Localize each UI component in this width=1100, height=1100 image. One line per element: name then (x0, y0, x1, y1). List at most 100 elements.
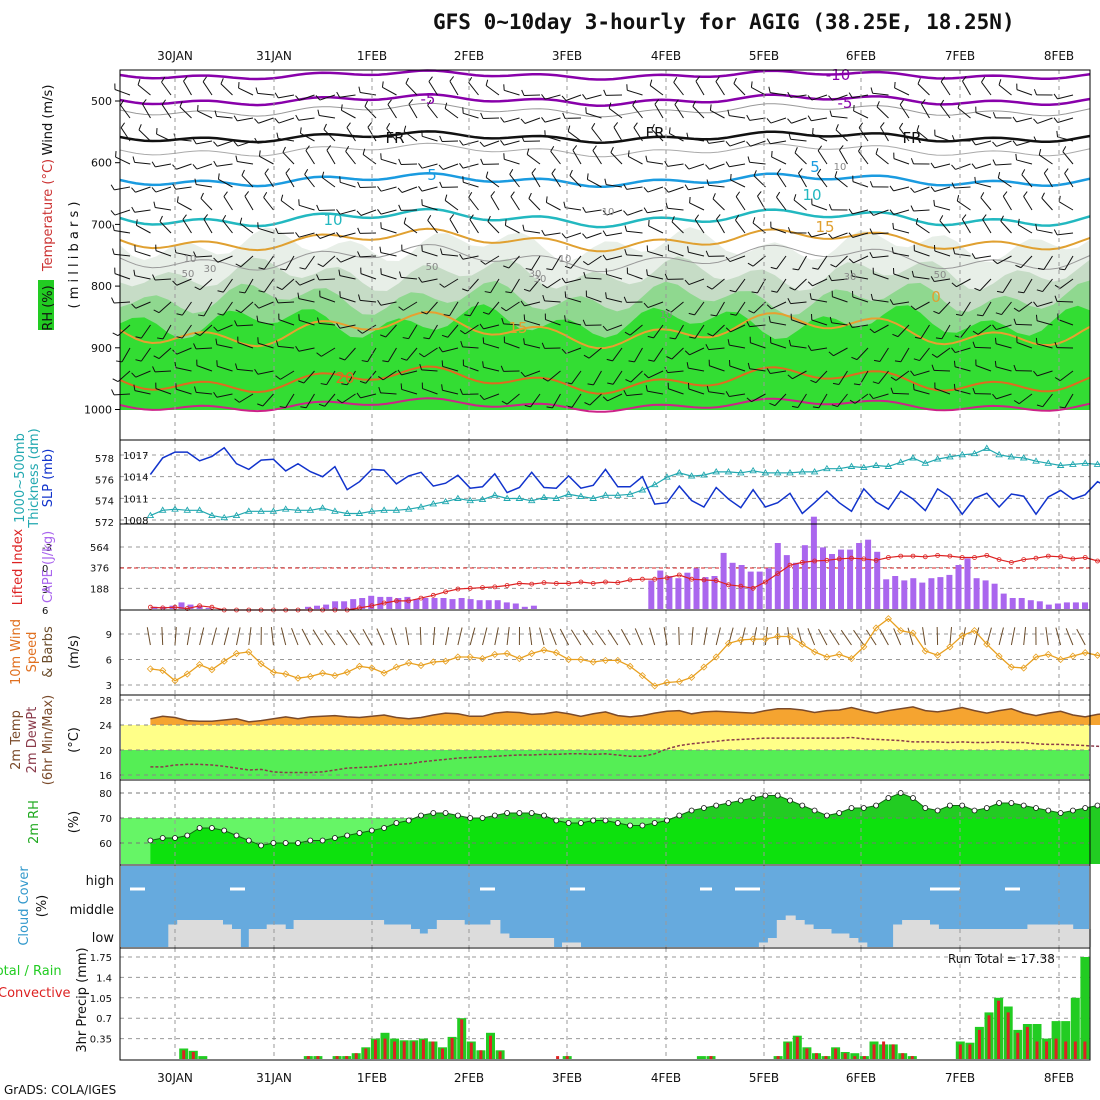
surface-wind-barb (961, 627, 966, 646)
wind-barb-flag (771, 290, 778, 293)
wind-barb-flag (746, 141, 751, 147)
thickness-marker (441, 497, 450, 505)
thickness-marker (995, 450, 1003, 458)
wind-barb-flag (684, 184, 689, 191)
wind-barb-flag (962, 76, 967, 82)
wind-barb (545, 319, 561, 326)
cape-bar (982, 580, 989, 609)
wind-barb (735, 219, 746, 234)
lifted-index-marker (393, 598, 399, 604)
wind-barb (422, 135, 438, 142)
cloud-low-bar (973, 929, 984, 947)
wind-barb (140, 324, 151, 339)
wind-barb-flag (892, 333, 899, 338)
wind-barb (339, 324, 356, 329)
rh-shading (120, 227, 1090, 410)
wind-barb-flag (133, 384, 136, 391)
lifted-index-marker (627, 577, 633, 583)
wind-barb (239, 393, 254, 403)
wind-barb-flag (769, 402, 776, 407)
rh-marker (356, 830, 363, 836)
wind-barb (716, 218, 725, 234)
wind-barb-flag (610, 146, 614, 153)
wind-barb (900, 347, 910, 363)
wind-barb-flag (853, 383, 860, 386)
thickness-line (150, 447, 1100, 519)
cape-bar (1027, 600, 1034, 609)
wind-barb (818, 393, 828, 409)
wind-barb (217, 140, 233, 147)
lifted-index-marker (824, 557, 830, 563)
wind-barb (551, 173, 561, 188)
wind-barb (340, 255, 356, 263)
wind-barb (381, 273, 397, 280)
wind-barb-flag (551, 168, 556, 174)
precip-convective-bar (565, 1056, 569, 1059)
thickness-marker (392, 506, 401, 513)
wind-barb (120, 127, 131, 142)
contour-minus5 (119, 93, 1091, 107)
wind-barb-flag (624, 331, 631, 336)
wind-barb (403, 223, 418, 234)
wind-barb-flag (193, 251, 197, 258)
wind-barb-flag (152, 366, 156, 373)
wind-barb-flag (807, 95, 813, 101)
wind-barb (203, 218, 213, 234)
lifted-index-marker (1045, 553, 1051, 559)
wind-barb (858, 150, 869, 165)
wind-barb (504, 342, 520, 349)
wind-barb (708, 140, 725, 144)
wind-barb (345, 151, 356, 165)
rh-marker (860, 805, 867, 811)
wind-barb-flag (735, 191, 741, 197)
rh-marker (196, 825, 203, 831)
date-label-bottom-1feb: 1FEB (357, 1071, 387, 1085)
wind-barb (981, 81, 992, 96)
wind-barb (421, 278, 438, 283)
wind-barb-flag (316, 274, 320, 281)
wind-barb-flag (921, 99, 926, 105)
wind-barb (770, 321, 787, 326)
wind-barb (1057, 319, 1074, 326)
surface-wind-barb (301, 628, 311, 646)
wind-barb-flag (770, 266, 777, 270)
contour-label: -10 (826, 66, 851, 84)
wind-barb-flag (933, 310, 940, 315)
rh-marker (1082, 805, 1089, 811)
wind-barb (790, 94, 807, 98)
wind-barb (715, 81, 725, 96)
wind-barb-flag (807, 345, 812, 351)
wind-speed-marker (614, 656, 622, 664)
rh-marker (184, 832, 191, 839)
wind-barb (463, 112, 479, 119)
wind-barb-flag (112, 332, 119, 337)
wind-barb-flag (1036, 404, 1043, 408)
wind-barb (587, 255, 602, 266)
cape-bar (485, 600, 492, 609)
wind-barb-flag (729, 289, 736, 293)
wind-barb (626, 393, 643, 397)
wind-barb-flag (747, 156, 751, 163)
wind-barb-flag (179, 101, 183, 108)
wind-barb (401, 276, 418, 280)
pressure-tick-label: 700 (91, 218, 112, 231)
wind-barb-flag (794, 147, 798, 154)
wind-barb (831, 278, 848, 282)
wind-barb (360, 209, 377, 216)
wind-barb-flag (449, 214, 455, 220)
wind-barb-flag (747, 362, 751, 369)
rh-marker (172, 835, 178, 841)
wind-barb (529, 278, 541, 292)
wind-barb-flag (336, 232, 341, 238)
rh-marker (725, 800, 732, 806)
rh-marker (491, 812, 498, 819)
thickness-marker (380, 506, 388, 513)
surface-wind-barb (998, 627, 1004, 646)
contour-plus5 (119, 171, 1091, 189)
wind-barb (326, 370, 336, 385)
surface-wind-barb (312, 629, 324, 646)
date-label-bottom-8feb: 8FEB (1044, 1071, 1074, 1085)
wind-barb-flag (449, 76, 455, 82)
wind-barb (1020, 255, 1033, 268)
wind-barb (995, 163, 1012, 166)
